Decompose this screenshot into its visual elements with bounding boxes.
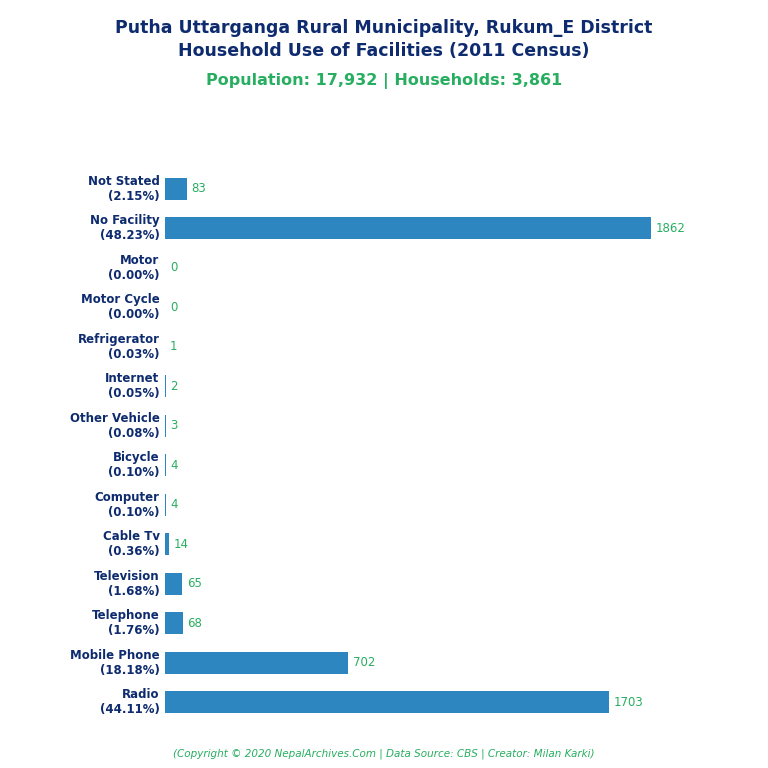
Bar [165,455,166,476]
Text: 4: 4 [170,458,178,472]
Bar [165,691,609,713]
Text: Population: 17,932 | Households: 3,861: Population: 17,932 | Households: 3,861 [206,73,562,89]
Text: 0: 0 [170,261,177,274]
Text: 1862: 1862 [655,222,685,235]
Bar [165,415,166,436]
Text: 702: 702 [353,656,376,669]
Text: 2: 2 [170,379,178,392]
Bar [165,612,183,634]
Text: Putha Uttarganga Rural Municipality, Rukum_E District: Putha Uttarganga Rural Municipality, Ruk… [115,19,653,37]
Text: 1: 1 [170,340,177,353]
Text: 83: 83 [191,182,206,195]
Bar [165,217,650,239]
Text: 68: 68 [187,617,203,630]
Bar [165,178,187,200]
Text: 4: 4 [170,498,178,511]
Text: Household Use of Facilities (2011 Census): Household Use of Facilities (2011 Census… [178,42,590,60]
Bar [165,533,169,555]
Text: 0: 0 [170,301,177,313]
Bar [165,494,166,515]
Text: 1703: 1703 [614,696,644,709]
Text: 3: 3 [170,419,178,432]
Bar [165,652,348,674]
Bar [165,573,182,594]
Text: 65: 65 [187,578,202,590]
Text: (Copyright © 2020 NepalArchives.Com | Data Source: CBS | Creator: Milan Karki): (Copyright © 2020 NepalArchives.Com | Da… [174,748,594,759]
Text: 14: 14 [174,538,188,551]
